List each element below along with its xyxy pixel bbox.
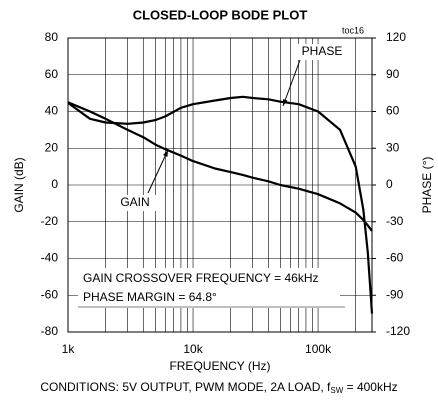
series-line bbox=[67, 101, 373, 232]
y2-tick-label: -90 bbox=[386, 287, 404, 301]
y-tick-label: -40 bbox=[41, 251, 59, 265]
arrow-head bbox=[163, 150, 168, 157]
y2-tick-label: 0 bbox=[386, 177, 393, 191]
caption-sub: SW bbox=[330, 386, 343, 395]
y-tick-label: 40 bbox=[45, 104, 59, 118]
y2-tick-label: -120 bbox=[386, 324, 410, 338]
y-tick-label: -20 bbox=[41, 214, 59, 228]
series-arrow bbox=[147, 149, 169, 194]
y-tick-label: 0 bbox=[51, 177, 58, 191]
annotation: PHASE MARGIN = 64.8° bbox=[83, 290, 217, 304]
x-tick-label: 10k bbox=[183, 342, 203, 356]
y-axis-label: GAIN (dB) bbox=[12, 157, 26, 212]
y-tick-label: -60 bbox=[41, 287, 59, 301]
annotation: GAIN CROSSOVER FREQUENCY = 46kHz bbox=[83, 271, 319, 285]
caption-suffix: = 400kHz bbox=[343, 380, 397, 394]
chart-title: CLOSED-LOOP BODE PLOT bbox=[133, 7, 308, 22]
y-tick-label: 80 bbox=[45, 30, 59, 44]
arrow-head bbox=[283, 99, 288, 106]
series-label: PHASE bbox=[302, 44, 343, 58]
series-line bbox=[67, 95, 374, 314]
y2-tick-label: 90 bbox=[386, 67, 400, 81]
x-tick-label: 1k bbox=[62, 342, 76, 356]
series-label-bg bbox=[296, 44, 348, 60]
series-arrow bbox=[282, 59, 301, 107]
y2-tick-label: 60 bbox=[386, 104, 400, 118]
y2-tick-label: 30 bbox=[386, 140, 400, 154]
x-axis-label: FREQUENCY (Hz) bbox=[169, 359, 270, 373]
series-label-bg bbox=[109, 195, 161, 211]
figure-code: toc16 bbox=[342, 25, 364, 35]
y-tick-label: -80 bbox=[41, 324, 59, 338]
y2-tick-label: 120 bbox=[386, 30, 406, 44]
series-label: GAIN bbox=[120, 195, 149, 209]
y2-axis-label: PHASE (°) bbox=[420, 157, 434, 214]
y2-tick-label: -30 bbox=[386, 214, 404, 228]
caption: CONDITIONS: 5V OUTPUT, PWM MODE, 2A LOAD… bbox=[40, 380, 397, 395]
y-tick-label: 20 bbox=[45, 140, 59, 154]
annotation-box bbox=[78, 268, 340, 308]
caption-prefix: CONDITIONS: 5V OUTPUT, PWM MODE, 2A LOAD… bbox=[40, 380, 331, 394]
y2-tick-label: -60 bbox=[386, 251, 404, 265]
x-tick-label: 100k bbox=[305, 342, 332, 356]
plot-frame bbox=[67, 37, 373, 333]
y-tick-label: 60 bbox=[45, 67, 59, 81]
